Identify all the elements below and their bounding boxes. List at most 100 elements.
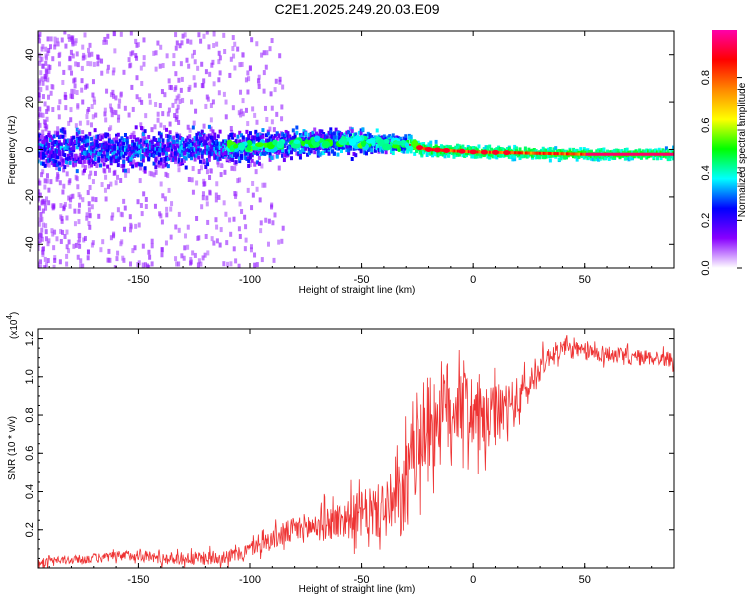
spectrogram-cell: [71, 53, 75, 59]
spectrogram-cell: [318, 145, 322, 150]
spectrogram-cell: [175, 40, 179, 46]
spectrogram-cell: [219, 172, 223, 178]
spectrogram-cell: [582, 155, 586, 160]
spectrogram-cell: [132, 160, 136, 166]
spectrogram-cell: [332, 151, 336, 156]
spectrogram-cell: [165, 127, 169, 132]
spectrogram-cell: [137, 222, 141, 228]
spectrogram-cell: [179, 161, 183, 166]
spectrogram-cell: [122, 198, 126, 204]
spectrogram-cell: [475, 151, 479, 156]
spectrogram-cell: [395, 135, 399, 140]
spectrogram-cell: [218, 143, 222, 148]
snr-x-tick-label: -150: [127, 574, 149, 586]
spectrogram-cell: [552, 147, 556, 152]
spectrogram-cell: [51, 107, 55, 113]
spectrogram-cell: [530, 151, 533, 155]
spectrogram-cell: [269, 91, 273, 97]
spectrogram-cell: [91, 79, 95, 85]
spectrogram-cell: [240, 154, 244, 159]
spectrogram-cell: [522, 153, 526, 158]
spectrogram-cell: [89, 61, 93, 67]
spectrogram-cell: [158, 103, 162, 109]
spectrogram-cell: [311, 130, 315, 135]
spectrogram-cell: [556, 152, 560, 156]
spectrogram-cell: [70, 152, 74, 157]
spectrogram-cell: [45, 138, 49, 143]
spectrogram-cell: [336, 130, 340, 135]
spectrogram-cell: [488, 155, 492, 160]
spectrogram-cell: [114, 180, 118, 186]
spectrogram-cell: [332, 131, 336, 136]
spectrogram-cell: [239, 108, 243, 114]
spectrogram-cell: [83, 165, 87, 171]
spectrogram-cell: [140, 153, 144, 158]
spectrogram-cell: [418, 148, 422, 153]
spectrogram-cell: [127, 112, 131, 118]
spectrogram-cell: [569, 152, 572, 156]
spectrogram-cell: [230, 129, 234, 135]
spectrogram-cell: [231, 157, 235, 162]
spectrogram-cell: [205, 169, 209, 175]
spectrogram-cell: [41, 208, 45, 214]
spectrogram-cell: [286, 133, 290, 138]
spectrogram-cell: [52, 204, 56, 210]
spectrogram-cell: [606, 152, 610, 156]
spectrogram-cell: [183, 245, 187, 251]
spectrogram-cell: [73, 139, 77, 144]
spectrogram-cell: [87, 249, 91, 255]
spectrogram-cell: [229, 125, 233, 131]
spectrogram-cell: [229, 154, 233, 159]
spectrogram-cell: [47, 48, 51, 54]
spectrogram-cell: [432, 146, 436, 151]
spectrogram-cell: [216, 134, 220, 139]
spectrogram-cell: [244, 107, 248, 113]
spectrogram-cell: [495, 155, 499, 160]
spectrogram-cell: [213, 146, 217, 151]
spectrogram-cell: [52, 150, 56, 155]
spectrogram-cell: [197, 151, 201, 156]
spectrogram-cell: [115, 136, 119, 141]
spectrogram-cell: [236, 178, 240, 184]
spectrogram-cell: [282, 153, 286, 158]
spectrogram-cell: [177, 119, 181, 125]
spectrogram-cell: [147, 156, 151, 161]
spectrogram-cell: [106, 184, 110, 190]
spectrogram-cell: [267, 218, 271, 224]
spectrogram-cell: [75, 169, 79, 174]
spectrogram-cell: [653, 152, 656, 156]
spectrogram-cell: [88, 159, 92, 164]
spectrogram-cell: [46, 106, 50, 112]
spectrogram-cell: [131, 142, 135, 147]
spectrogram-cell: [278, 79, 282, 85]
spectrogram-cell: [188, 260, 192, 266]
spectrogram-cell: [50, 145, 54, 150]
spectrogram-cell: [638, 154, 642, 159]
spectrogram-cell: [377, 134, 381, 139]
spectrogram-cell: [186, 224, 190, 230]
spectrogram-cell: [352, 146, 356, 151]
spectrogram-cell: [87, 52, 91, 58]
snr-scale-exponent: 4: [5, 315, 14, 320]
spectrogram-cell: [82, 155, 86, 160]
spectrogram-cell: [252, 150, 256, 155]
spectrogram-cell: [422, 144, 426, 149]
spectrogram-cell: [197, 32, 201, 38]
spectrogram-cell: [408, 144, 411, 148]
spectrogram-cell: [57, 140, 61, 145]
spectrogram-cell: [655, 152, 658, 156]
spectrogram-cell: [564, 152, 567, 156]
spectrogram-cell: [222, 139, 226, 144]
spectrogram-cell: [332, 135, 336, 140]
spectrogram-cell: [202, 158, 206, 163]
spectrogram-cell: [231, 135, 235, 140]
spectrogram-cell: [107, 138, 111, 143]
spectrogram-cell: [598, 156, 602, 161]
spectrogram-cell: [98, 163, 102, 168]
spectrogram-cell: [123, 151, 127, 156]
spectrogram-cell: [122, 163, 126, 168]
spectrogram-cell: [445, 151, 449, 156]
spectrogram-cell: [264, 64, 268, 70]
spectrogram-cell: [40, 172, 44, 178]
